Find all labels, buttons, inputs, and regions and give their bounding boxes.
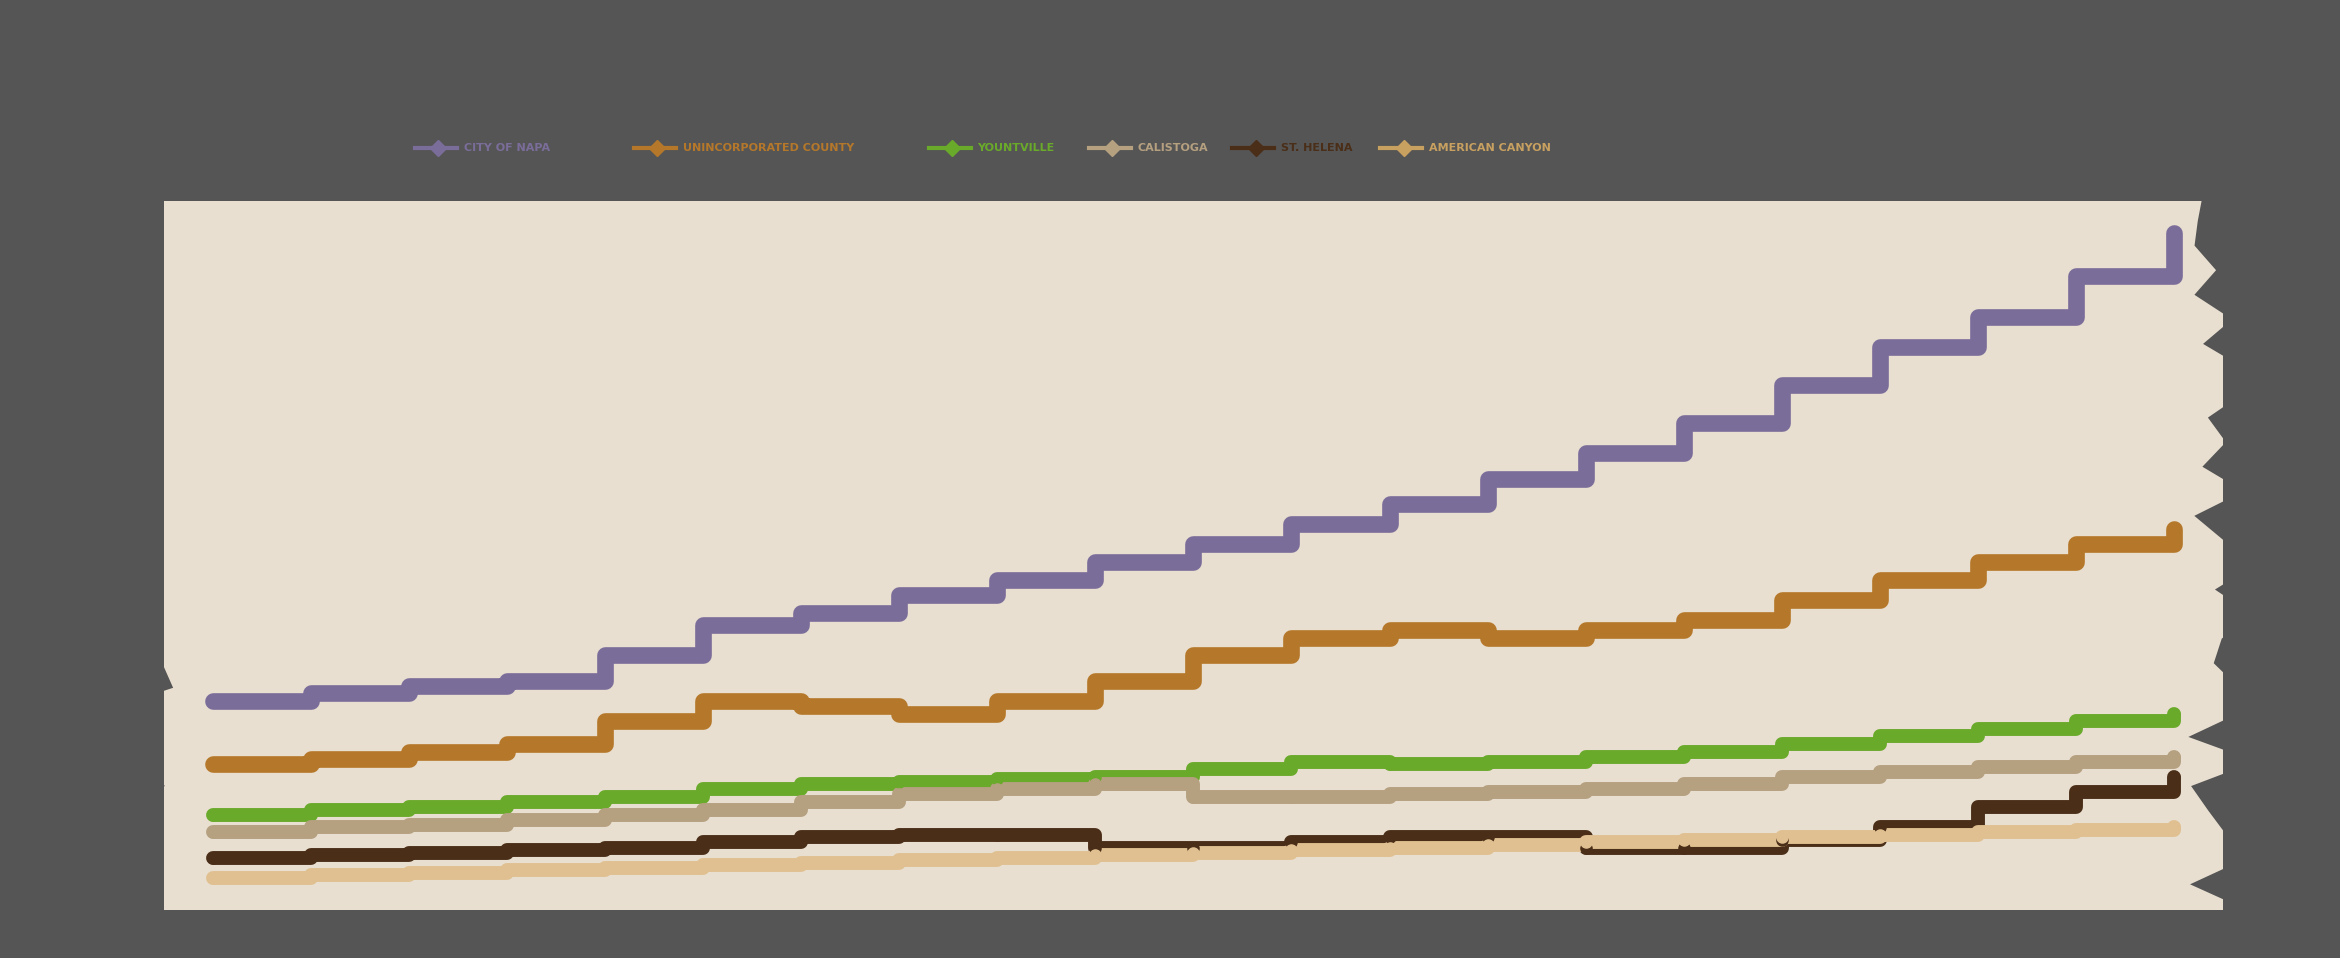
Text: AMERICAN CANYON: AMERICAN CANYON (1430, 143, 1551, 152)
Text: CALISTOGA: CALISTOGA (1137, 143, 1207, 152)
Polygon shape (0, 0, 176, 958)
Text: JURISDICTIONS: JURISDICTIONS (197, 141, 302, 154)
Polygon shape (2188, 0, 2340, 958)
Text: UNINCORPORATED COUNTY: UNINCORPORATED COUNTY (683, 143, 854, 152)
Text: CITY OF NAPA: CITY OF NAPA (463, 143, 550, 152)
Text: YOUNTVILLE: YOUNTVILLE (978, 143, 1055, 152)
Text: ST. HELENA: ST. HELENA (1280, 143, 1353, 152)
